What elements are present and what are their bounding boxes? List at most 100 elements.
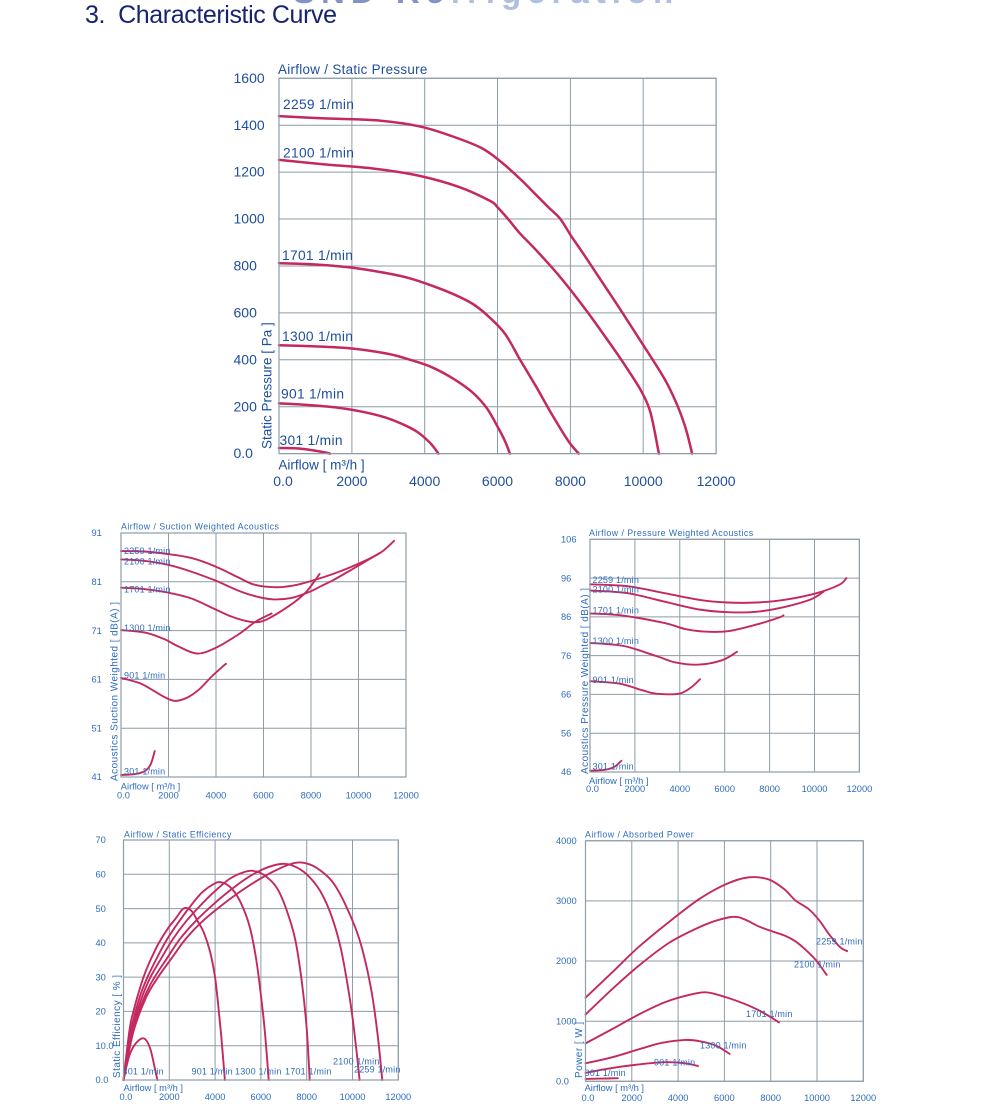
svg-text:6000: 6000 [714, 1093, 735, 1103]
svg-text:106: 106 [561, 535, 577, 545]
svg-text:400: 400 [234, 351, 258, 367]
svg-text:86: 86 [561, 612, 571, 622]
svg-text:2100 1/min: 2100 1/min [593, 585, 640, 595]
svg-text:12000: 12000 [393, 791, 419, 801]
svg-text:901 1/min: 901 1/min [281, 387, 344, 402]
svg-text:0.0: 0.0 [120, 1092, 133, 1102]
svg-text:10000: 10000 [340, 1092, 366, 1102]
svg-text:2000: 2000 [556, 956, 577, 966]
svg-text:301 1/min: 301 1/min [280, 433, 343, 448]
svg-text:Airflow / Absorbed Power: Airflow / Absorbed Power [585, 830, 694, 840]
svg-text:8000: 8000 [301, 791, 322, 801]
svg-text:Static Pressure [ Pa ]: Static Pressure [ Pa ] [260, 322, 275, 449]
svg-text:8000: 8000 [296, 1092, 317, 1102]
svg-text:Airflow / Pressure Weighted Ac: Airflow / Pressure Weighted Acoustics [589, 528, 754, 538]
svg-text:10000: 10000 [804, 1093, 830, 1103]
svg-text:2000: 2000 [621, 1093, 642, 1103]
svg-text:4000: 4000 [206, 791, 227, 801]
svg-text:4000: 4000 [556, 836, 577, 846]
svg-text:0.0: 0.0 [556, 1077, 569, 1087]
svg-text:2000: 2000 [625, 784, 646, 794]
svg-text:Acoustics Suction Weighted [ d: Acoustics Suction Weighted [ dB(A) ] [109, 602, 120, 781]
svg-text:8000: 8000 [555, 473, 586, 489]
svg-text:0.0: 0.0 [234, 445, 254, 461]
svg-text:2000: 2000 [158, 791, 179, 801]
svg-text:1400: 1400 [234, 117, 265, 133]
svg-text:Airflow / Suction Weighted Aco: Airflow / Suction Weighted Acoustics [121, 522, 279, 532]
svg-text:6000: 6000 [482, 473, 513, 489]
svg-text:2100 1/min: 2100 1/min [124, 557, 171, 567]
svg-text:20: 20 [96, 1007, 106, 1017]
svg-text:1701 1/min: 1701 1/min [746, 1009, 793, 1019]
svg-text:2100 1/min: 2100 1/min [333, 1057, 380, 1067]
svg-text:1701 1/min: 1701 1/min [124, 585, 171, 595]
svg-text:4000: 4000 [668, 1093, 689, 1103]
svg-text:301 1/min: 301 1/min [593, 762, 634, 772]
svg-text:12000: 12000 [850, 1093, 876, 1103]
svg-text:96: 96 [561, 573, 571, 583]
svg-text:6000: 6000 [253, 791, 274, 801]
svg-text:0.0: 0.0 [117, 791, 130, 801]
svg-text:Power [ W ]: Power [ W ] [574, 1021, 585, 1078]
svg-text:2259 1/min: 2259 1/min [354, 1065, 401, 1075]
svg-text:901 1/min: 901 1/min [654, 1058, 695, 1068]
svg-text:0.0: 0.0 [273, 473, 293, 489]
svg-text:30: 30 [96, 972, 106, 982]
svg-text:2259 1/min: 2259 1/min [816, 937, 863, 947]
svg-text:1300 1/min: 1300 1/min [124, 623, 171, 633]
svg-text:2259 1/min: 2259 1/min [124, 546, 171, 556]
svg-text:600: 600 [234, 305, 258, 321]
svg-text:1300 1/min: 1300 1/min [593, 636, 640, 646]
svg-text:2100 1/min: 2100 1/min [794, 960, 841, 970]
svg-text:2259 1/min: 2259 1/min [593, 575, 640, 585]
svg-text:12000: 12000 [697, 473, 736, 489]
svg-text:61: 61 [92, 675, 102, 685]
svg-text:901 1/min: 901 1/min [192, 1067, 233, 1077]
svg-text:8000: 8000 [759, 784, 780, 794]
svg-text:2000: 2000 [159, 1092, 180, 1102]
svg-text:1000: 1000 [234, 211, 265, 227]
svg-text:1600: 1600 [234, 70, 265, 86]
svg-text:0.0: 0.0 [586, 784, 599, 794]
svg-text:66: 66 [561, 690, 571, 700]
svg-text:51: 51 [92, 723, 102, 733]
svg-text:301 1/min: 301 1/min [585, 1068, 626, 1078]
svg-text:12000: 12000 [385, 1092, 411, 1102]
svg-text:901 1/min: 901 1/min [593, 675, 634, 685]
svg-text:Airflow [ m³/h ]: Airflow [ m³/h ] [589, 776, 648, 786]
svg-text:10000: 10000 [624, 473, 663, 489]
svg-text:1300 1/min: 1300 1/min [282, 329, 353, 344]
svg-text:10000: 10000 [802, 784, 828, 794]
svg-text:Acoustics Pressure Weighted [: Acoustics Pressure Weighted [ dB(A) ] [580, 587, 591, 774]
svg-text:Airflow [ m³/h ]: Airflow [ m³/h ] [124, 1083, 183, 1093]
svg-text:46: 46 [561, 767, 571, 777]
svg-text:6000: 6000 [251, 1092, 272, 1102]
svg-text:200: 200 [234, 398, 258, 414]
svg-text:800: 800 [234, 258, 258, 274]
svg-text:901 1/min: 901 1/min [124, 671, 165, 681]
svg-text:1300 1/min: 1300 1/min [700, 1041, 747, 1051]
svg-text:2000: 2000 [336, 473, 367, 489]
svg-text:2259 1/min: 2259 1/min [283, 97, 354, 112]
svg-text:91: 91 [92, 528, 102, 538]
svg-text:1701 1/min: 1701 1/min [282, 248, 353, 263]
svg-text:1701 1/min: 1701 1/min [285, 1067, 332, 1077]
svg-text:41: 41 [92, 772, 102, 782]
svg-text:Airflow [ m³/h ]: Airflow [ m³/h ] [585, 1083, 644, 1093]
svg-text:1200: 1200 [234, 164, 265, 180]
svg-text:1300 1/min: 1300 1/min [235, 1067, 282, 1077]
svg-text:Airflow [ m³/h ]: Airflow [ m³/h ] [278, 458, 364, 473]
svg-text:2100 1/min: 2100 1/min [283, 146, 354, 161]
svg-text:3000: 3000 [556, 896, 577, 906]
svg-text:10000: 10000 [346, 791, 372, 801]
svg-text:1701 1/min: 1701 1/min [593, 606, 640, 616]
svg-text:4000: 4000 [669, 784, 690, 794]
svg-text:Airflow / Static Efficiency: Airflow / Static Efficiency [124, 830, 232, 840]
svg-text:40: 40 [96, 938, 106, 948]
svg-text:6000: 6000 [714, 784, 735, 794]
svg-text:1000: 1000 [556, 1016, 577, 1026]
svg-text:56: 56 [561, 728, 571, 738]
svg-text:301 1/min: 301 1/min [123, 1067, 164, 1077]
svg-text:50: 50 [96, 904, 106, 914]
svg-text:8000: 8000 [760, 1093, 781, 1103]
